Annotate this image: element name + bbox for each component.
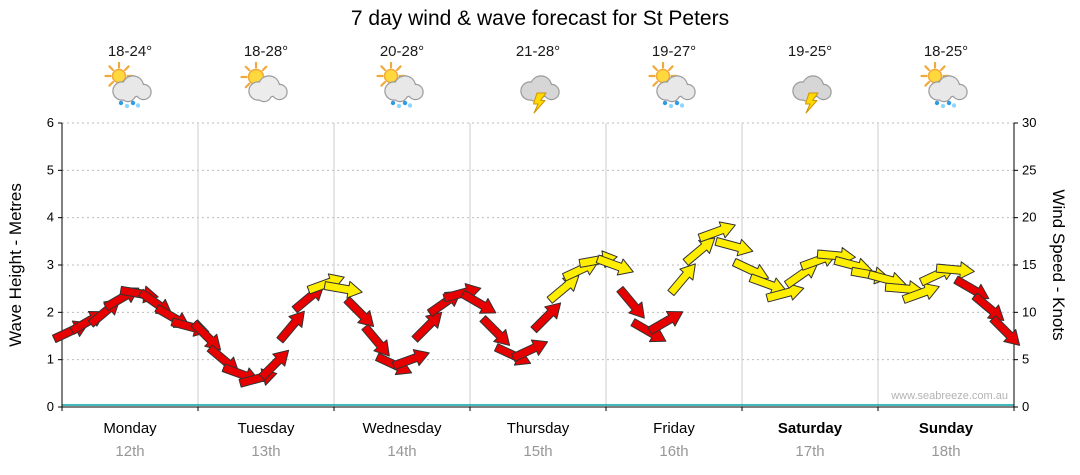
right-tick-label: 25: [1022, 162, 1036, 177]
wind-arrow: [411, 311, 443, 343]
day-weather-icon-box: [920, 61, 972, 114]
sun-cloud-rain-icon: [376, 61, 424, 109]
right-axis-title: Wind Speed - Knots: [1049, 189, 1068, 341]
day-temp-range: 18-28°: [243, 43, 289, 60]
wind-arrow: [391, 349, 430, 371]
right-tick-label: 10: [1022, 304, 1036, 319]
right-tick-label: 5: [1022, 352, 1029, 367]
day-weather-icon-box: [784, 62, 836, 114]
day-date-label: 13th: [251, 443, 281, 460]
wind-arrow: [276, 310, 305, 344]
wind-arrow: [479, 315, 511, 346]
day-temp-range: 18-25°: [923, 43, 969, 60]
day-date-label: 12th: [115, 443, 145, 460]
sun-cloud-icon: [240, 61, 288, 103]
day-weather-icon-box: [376, 61, 428, 114]
day-date-label: 14th: [387, 443, 417, 460]
day-temp-range: 19-27°: [651, 43, 697, 60]
wind-arrow: [258, 349, 290, 381]
left-tick-label: 5: [47, 162, 54, 177]
left-tick-label: 3: [47, 257, 54, 272]
right-tick-label: 0: [1022, 399, 1029, 414]
right-tick-label: 30: [1022, 115, 1036, 130]
wind-arrow: [901, 282, 940, 304]
day-temp-range: 21-28°: [515, 43, 561, 60]
wind-arrow: [361, 323, 390, 357]
day-name-label: Tuesday: [237, 420, 295, 437]
wind-arrow: [647, 310, 684, 335]
day-date-label: 18th: [931, 443, 961, 460]
storm-icon: [520, 75, 560, 114]
day-name-label: Monday: [103, 420, 157, 437]
sun-cloud-rain-icon: [104, 61, 152, 109]
left-tick-label: 2: [47, 304, 54, 319]
day-name-label: Thursday: [506, 420, 570, 437]
right-tick-label: 20: [1022, 210, 1036, 225]
watermark: www.seabreeze.com.au: [891, 390, 1008, 402]
wind-arrow: [595, 254, 634, 276]
wind-arrow: [714, 237, 754, 257]
day-temp-range: 19-25°: [787, 43, 833, 60]
wind-arrow: [682, 237, 716, 266]
wind-arrow: [530, 302, 562, 334]
wind-arrow: [546, 275, 580, 304]
day-date-label: 15th: [523, 443, 553, 460]
day-temp-range: 18-24°: [107, 43, 153, 60]
wind-arrow: [667, 263, 696, 297]
wind-arrow: [697, 221, 736, 243]
day-name-label: Wednesday: [362, 420, 442, 437]
sun-cloud-rain-icon: [648, 61, 696, 109]
wind-arrow: [935, 261, 975, 280]
day-weather-icon-box: [648, 61, 700, 114]
day-name-label: Friday: [653, 420, 695, 437]
day-date-label: 16th: [659, 443, 689, 460]
wind-arrow: [460, 289, 497, 314]
day-temp-range: 20-28°: [379, 43, 425, 60]
wind-arrow: [971, 292, 1005, 321]
left-tick-label: 4: [47, 210, 54, 225]
left-tick-label: 6: [47, 115, 54, 130]
chart-title: 7 day wind & wave forecast for St Peters: [350, 7, 730, 30]
left-tick-label: 1: [47, 352, 54, 367]
left-tick-label: 0: [47, 399, 54, 414]
storm-icon: [792, 75, 832, 114]
wind-arrow: [616, 286, 645, 319]
day-weather-icon-box: [512, 62, 564, 114]
sun-cloud-rain-icon: [920, 61, 968, 109]
day-date-label: 17th: [795, 443, 825, 460]
day-weather-icon-box: [240, 61, 292, 114]
day-name-label: Saturday: [777, 420, 843, 437]
day-name-label: Sunday: [918, 420, 974, 437]
day-weather-icon-box: [104, 61, 156, 114]
wind-arrow: [510, 339, 549, 362]
right-tick-label: 15: [1022, 257, 1036, 272]
wind-arrow: [989, 315, 1021, 346]
wind-arrow: [323, 280, 363, 299]
left-axis-title: Wave Height - Metres: [6, 183, 25, 347]
wind-arrow: [343, 296, 375, 327]
